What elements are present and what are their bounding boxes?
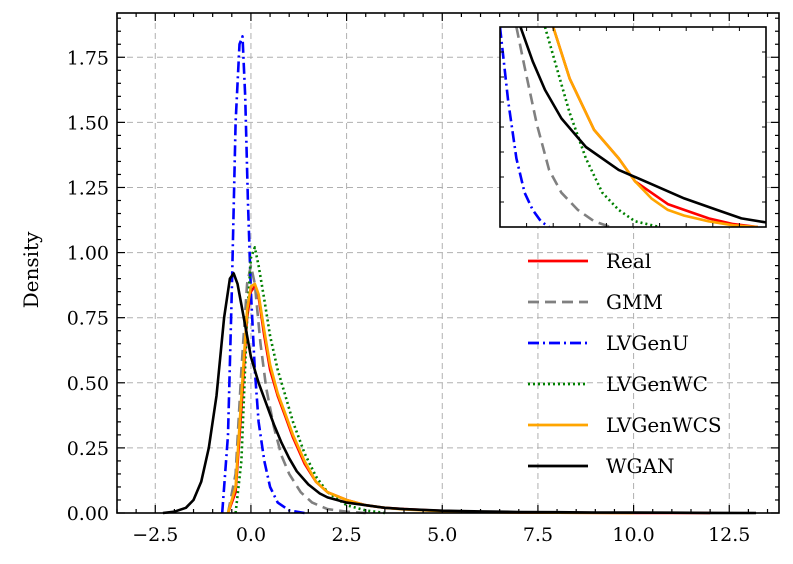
inset-background bbox=[500, 27, 766, 227]
inset-line-gmm bbox=[515, 27, 611, 227]
series-line-lvgenu bbox=[220, 35, 305, 515]
inset-line-wgan bbox=[519, 27, 766, 224]
inset-line-lvgenwc bbox=[543, 27, 660, 227]
x-tick-label: 2.5 bbox=[331, 524, 361, 546]
y-tick-label: 0.75 bbox=[67, 308, 109, 330]
legend-label-real: Real bbox=[606, 249, 651, 273]
axis-ticks bbox=[116, 13, 779, 514]
y-tick-label: 1.50 bbox=[67, 112, 109, 134]
y-tick-label: 0.50 bbox=[67, 373, 109, 395]
legend-label-lvgenwc: LVGenWC bbox=[606, 372, 708, 396]
x-tick-label: 0.0 bbox=[236, 524, 266, 546]
inset-zoom-panel bbox=[499, 26, 767, 228]
x-tick-label: 12.5 bbox=[708, 524, 750, 546]
series-line-lvgenwc bbox=[234, 246, 386, 515]
y-tick-label: 1.00 bbox=[67, 243, 109, 265]
legend-label-lvgenu: LVGenU bbox=[606, 331, 689, 355]
x-tick-label: 10.0 bbox=[612, 524, 654, 546]
y-tick-label: 1.75 bbox=[67, 47, 109, 69]
legend-label-lvgenwcs: LVGenWCS bbox=[606, 413, 722, 437]
inset-series bbox=[500, 27, 766, 227]
tick-labels: −2.5 0.0 2.5 5.0 7.5 10.0 12.5 0.00 0.25 0.50 0.75… bbox=[67, 47, 751, 546]
x-tick-label: 5.0 bbox=[427, 524, 457, 546]
inset-line-lvgenwcs bbox=[551, 27, 758, 227]
series-line-real bbox=[226, 285, 711, 515]
x-tick-label: −2.5 bbox=[132, 524, 178, 546]
y-axis-label: Density bbox=[19, 231, 43, 308]
y-tick-label: 1.25 bbox=[67, 177, 109, 199]
series-line-wgan bbox=[162, 272, 757, 515]
x-tick-label: 7.5 bbox=[523, 524, 553, 546]
legend: Real GMM LVGenU LVGenWC LVGenWCS WGAN bbox=[528, 249, 722, 478]
axes bbox=[116, 12, 780, 514]
legend-label-gmm: GMM bbox=[606, 290, 663, 314]
y-tick-label: 0.00 bbox=[67, 503, 109, 525]
y-tick-label: 0.25 bbox=[67, 438, 109, 460]
plot-frame bbox=[116, 12, 780, 514]
legend-label-wgan: WGAN bbox=[606, 454, 674, 478]
